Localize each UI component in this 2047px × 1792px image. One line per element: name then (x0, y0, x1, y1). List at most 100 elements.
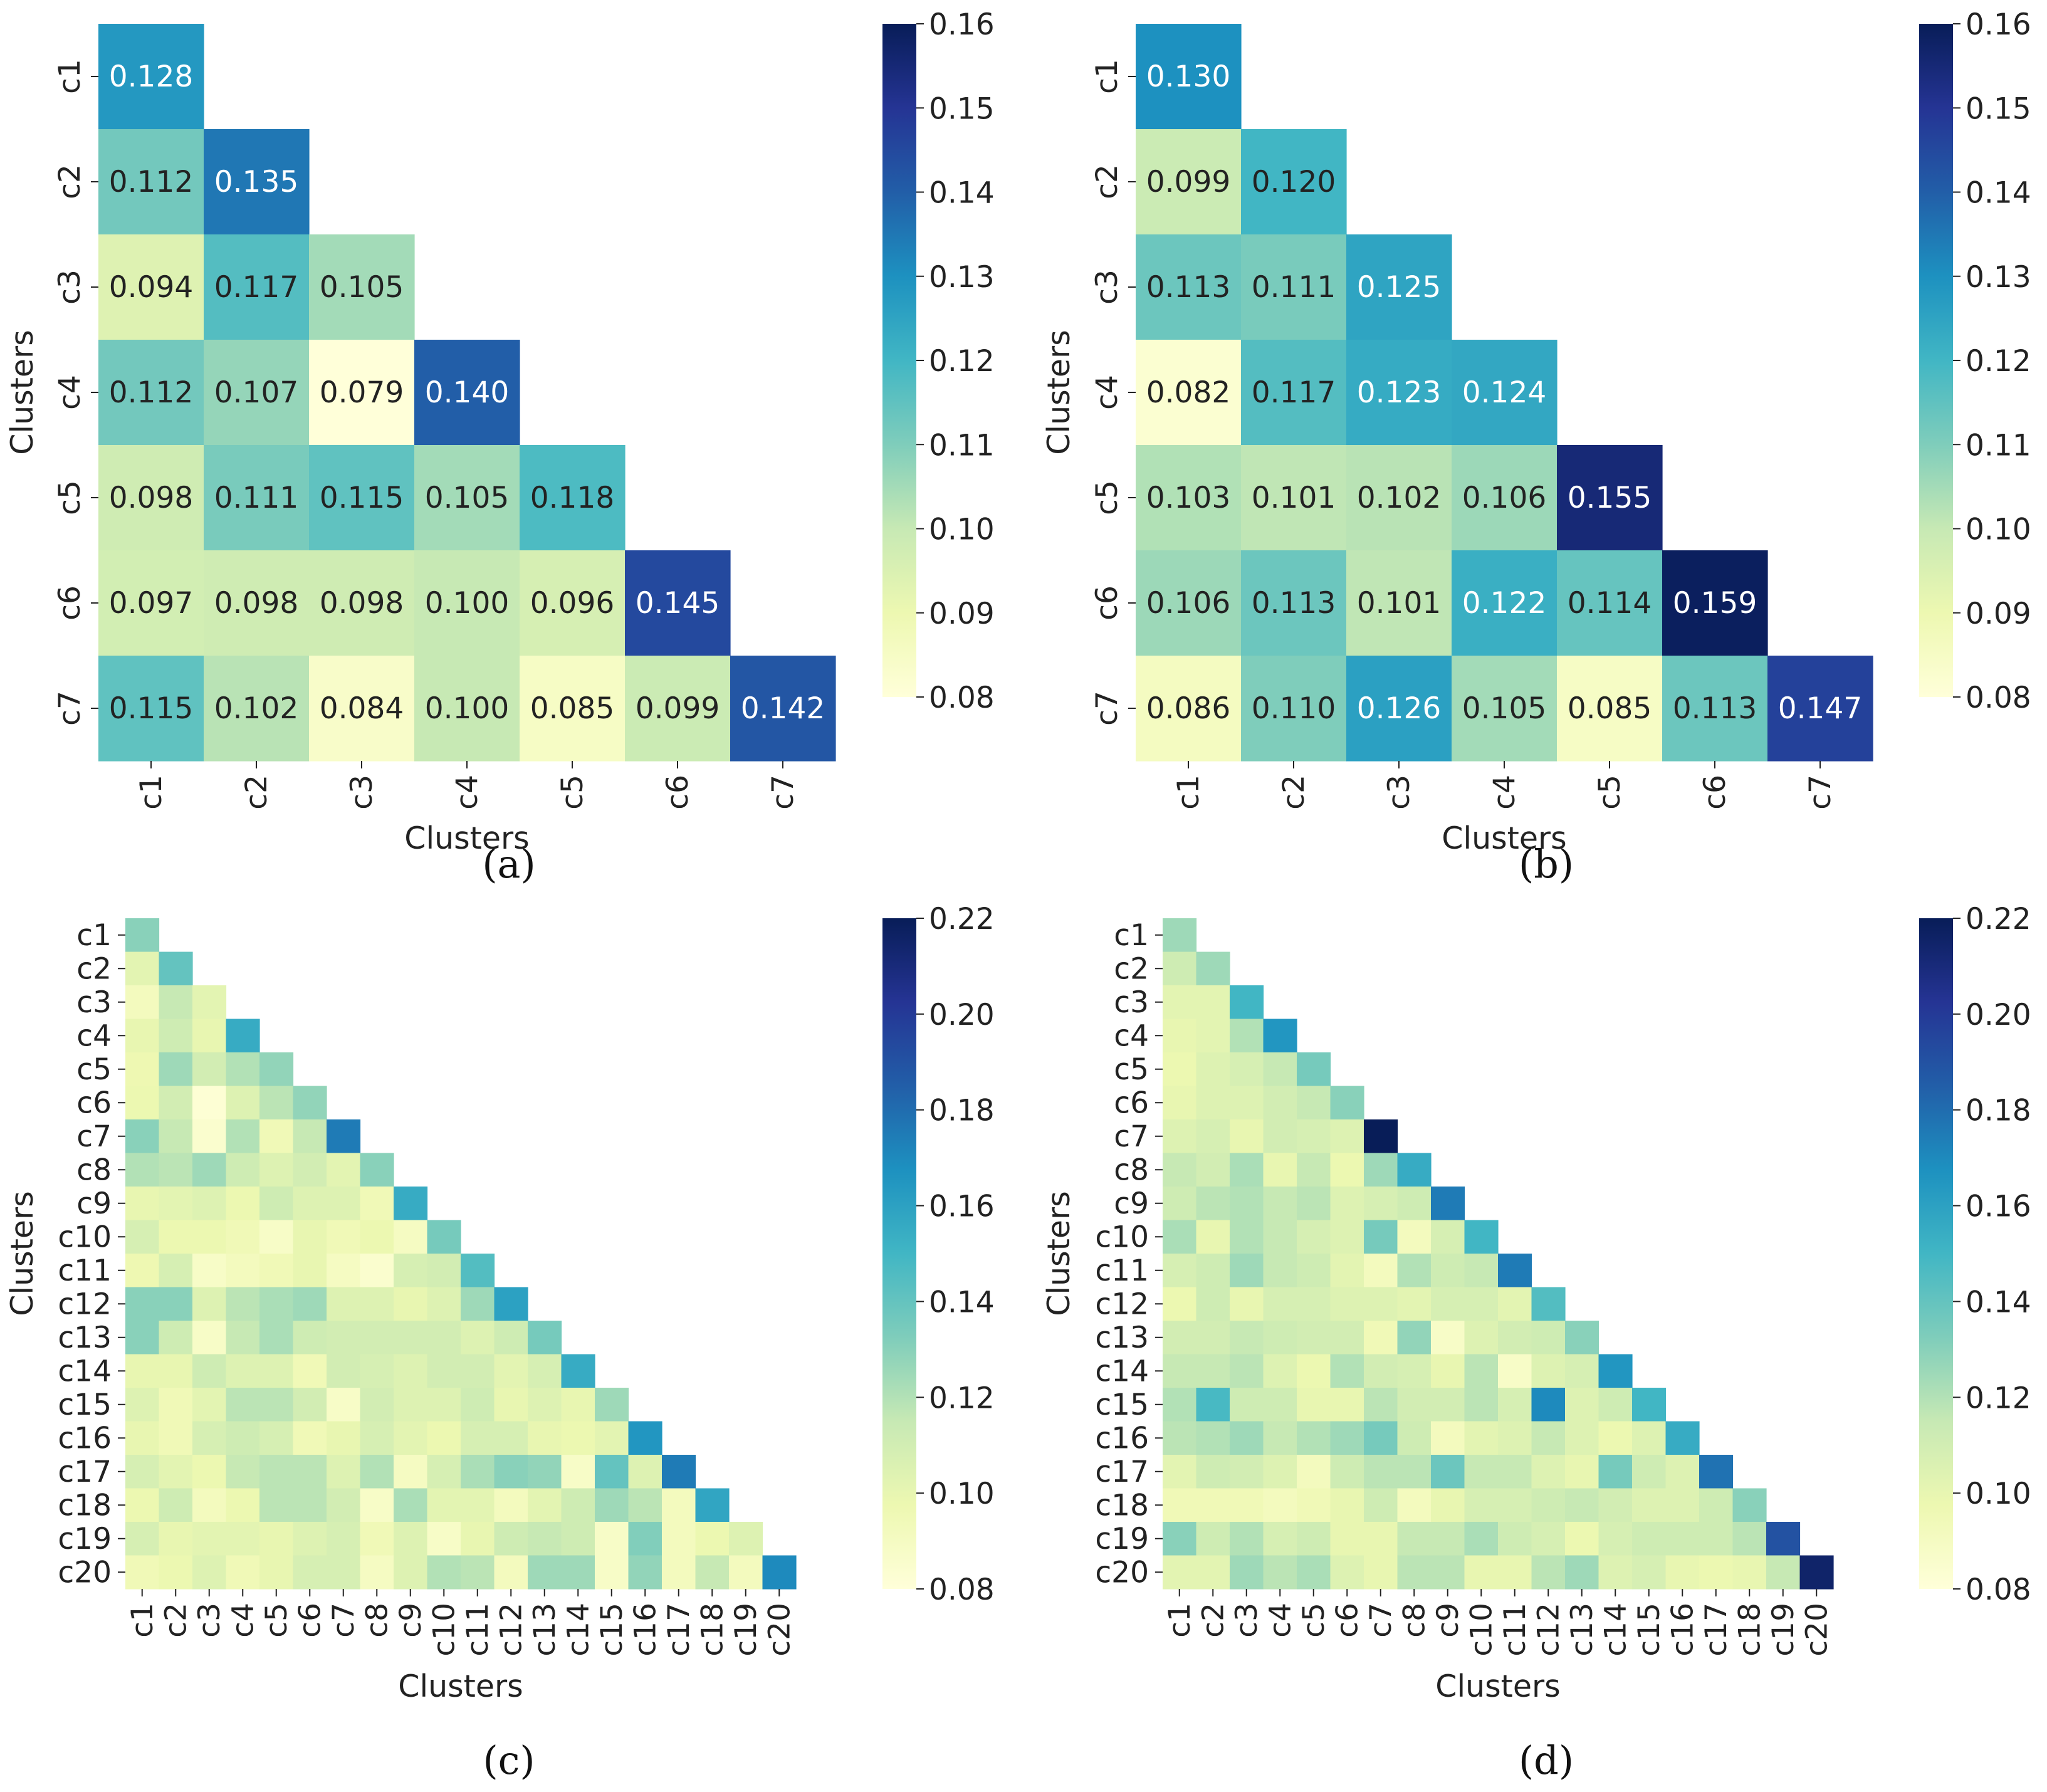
heatmap-cell (293, 1421, 327, 1455)
cell-value-label: 0.105 (1462, 691, 1547, 726)
heatmap-cell (1557, 445, 1663, 551)
cell-value-label: 0.128 (109, 60, 194, 94)
heatmap-cell (226, 1052, 260, 1087)
heatmap-cell (1557, 656, 1663, 762)
heatmap-cell (192, 1488, 227, 1522)
heatmap-cell (1464, 1522, 1499, 1556)
heatmap-cell (1346, 340, 1452, 446)
heatmap-cell (1665, 1488, 1700, 1522)
heatmap-cell (1297, 1086, 1331, 1120)
colorbar-tick-label: 0.22 (1966, 902, 2031, 936)
heatmap-cell (226, 1555, 260, 1590)
heatmap-cell (1346, 234, 1452, 340)
heatmap-cell (1531, 1287, 1566, 1321)
heatmap-cell (1136, 656, 1242, 762)
heatmap-cell (159, 985, 193, 1020)
y-tick-label: c14 (1095, 1354, 1149, 1388)
heatmap-cell (309, 234, 415, 340)
x-tick-label: c6 (293, 1603, 327, 1638)
y-tick-label: c6 (76, 1086, 112, 1120)
heatmap-cell (1297, 1287, 1331, 1321)
heatmap-cell (259, 1488, 294, 1522)
heatmap-cell (125, 1220, 160, 1254)
heatmap-cell (1662, 550, 1768, 656)
heatmap-cell (159, 1086, 193, 1120)
heatmap-cell (1297, 1119, 1331, 1154)
heatmap-cell (394, 1522, 428, 1556)
heatmap-cell (125, 918, 160, 953)
heatmap-cell (1364, 1220, 1398, 1254)
heatmap-cell (1330, 1086, 1364, 1120)
heatmap-cell (1230, 1488, 1264, 1522)
cell-value-label: 0.126 (1357, 691, 1442, 726)
x-tick-label: c2 (1196, 1603, 1230, 1638)
heatmap-cell (1498, 1522, 1532, 1556)
heatmap-cell (1464, 1421, 1499, 1455)
colorbar-tick-label: 0.16 (1966, 8, 2031, 42)
heatmap-cell (695, 1555, 730, 1590)
heatmap-cell (1263, 1019, 1297, 1053)
cell-value-label: 0.115 (320, 481, 404, 515)
heatmap-cell (1452, 550, 1558, 656)
colorbar-tick-label: 0.13 (1966, 260, 2031, 295)
heatmap-cell (226, 1321, 260, 1355)
heatmap-cell (226, 1488, 260, 1522)
heatmap-cell (1665, 1421, 1700, 1455)
heatmap-cell (1297, 1354, 1331, 1388)
colorbar-tick-label: 0.16 (929, 8, 995, 42)
heatmap-cell (159, 1153, 193, 1187)
heatmap-cell (1297, 1052, 1331, 1087)
cell-value-label: 0.122 (1462, 586, 1547, 621)
heatmap-cell (628, 1455, 662, 1489)
heatmap-cell (1330, 1388, 1364, 1422)
heatmap-cell (226, 1421, 260, 1455)
heatmap-cell (327, 1522, 361, 1556)
heatmap-cell (159, 1287, 193, 1321)
heatmap-panel-3: c1c2c3c4c5c6c7c8c9c10c11c12c13c14c15c16c… (4, 902, 995, 1783)
heatmap-cell (1263, 1388, 1297, 1422)
y-tick-label: c18 (58, 1488, 112, 1522)
heatmap-cell (1196, 1321, 1230, 1355)
heatmap-cell (1230, 1220, 1264, 1254)
x-tick-label: c6 (661, 775, 695, 810)
y-tick-label: c10 (58, 1220, 112, 1254)
colorbar-tick-label: 0.18 (1966, 1094, 2031, 1128)
cell-value-label: 0.111 (1252, 270, 1336, 305)
heatmap-cell (427, 1354, 461, 1388)
cell-value-label: 0.085 (530, 691, 615, 726)
heatmap-cell (1263, 1254, 1297, 1288)
heatmap-cell (1397, 1220, 1432, 1254)
heatmap-panel-4: c1c2c3c4c5c6c7c8c9c10c11c12c13c14c15c16c… (1041, 902, 2031, 1783)
heatmap-cell (1230, 1052, 1264, 1087)
y-tick-label: c9 (1114, 1187, 1149, 1221)
heatmap-cell (1263, 1119, 1297, 1154)
heatmap-cell (360, 1321, 394, 1355)
heatmap-cell (192, 1086, 227, 1120)
heatmap-cell (1431, 1354, 1465, 1388)
y-tick-label: c9 (76, 1187, 112, 1221)
heatmap-cell (628, 1555, 662, 1590)
heatmap-cell (1346, 656, 1452, 762)
heatmap-cell (192, 1254, 227, 1288)
heatmap-cell (204, 129, 310, 235)
heatmap-cell (595, 1522, 629, 1556)
y-axis-label: Clusters (1041, 1191, 1077, 1316)
heatmap-cell (259, 1354, 294, 1388)
heatmap-cell (1364, 1321, 1398, 1355)
heatmap-cell (1464, 1321, 1499, 1355)
heatmap-cell (1196, 1052, 1230, 1087)
colorbar-tick-label: 0.09 (1966, 597, 2031, 631)
heatmap-cell (625, 656, 731, 762)
heatmap-cell (226, 1287, 260, 1321)
cell-value-label: 0.102 (214, 691, 299, 726)
heatmap-cell (461, 1321, 495, 1355)
heatmap-cell (625, 550, 731, 656)
colorbar-tick-label: 0.14 (1966, 176, 2031, 211)
heatmap-cell (1297, 1187, 1331, 1221)
heatmap-cell (226, 1388, 260, 1422)
x-tick-label: c1 (1171, 775, 1206, 810)
heatmap-cell (192, 1354, 227, 1388)
heatmap-cell (1163, 1455, 1197, 1489)
heatmap-cell (125, 1522, 160, 1556)
heatmap-cell (1136, 445, 1242, 551)
